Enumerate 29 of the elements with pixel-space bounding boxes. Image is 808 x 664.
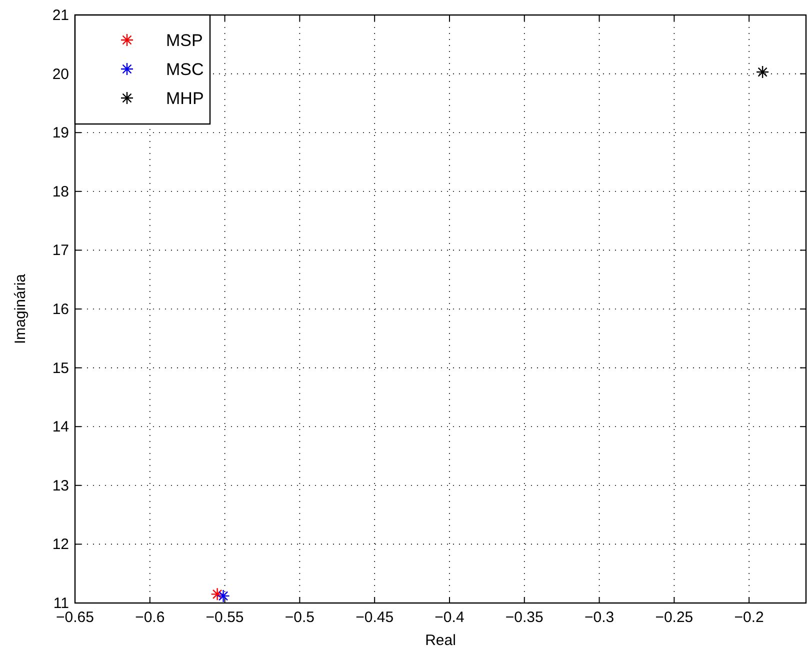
x-tick-label: −0.5: [284, 609, 315, 626]
x-tick-label: −0.6: [135, 609, 165, 626]
x-tick-label: −0.2: [734, 609, 764, 626]
point: [756, 65, 770, 79]
legend-label: MSP: [166, 31, 203, 50]
point: [210, 588, 224, 601]
y-tick-label: 11: [53, 595, 69, 612]
x-tick-label: −0.4: [434, 609, 464, 626]
point: [216, 589, 230, 603]
x-tick-label: −0.65: [56, 609, 94, 626]
y-tick-label: 13: [52, 477, 69, 494]
legend-label: MSC: [166, 60, 204, 79]
y-tick-label: 14: [52, 418, 69, 436]
x-axis-title: Real: [425, 632, 456, 649]
x-tick-label: −0.35: [505, 609, 544, 626]
x-tick-label: −0.45: [356, 609, 394, 626]
y-tick-label: 20: [52, 66, 69, 83]
y-tick-label: 18: [52, 183, 69, 200]
x-tick-label: −0.3: [584, 609, 614, 626]
y-tick-label: 21: [52, 7, 69, 24]
y-tick-label: 15: [52, 360, 69, 377]
y-axis-title: Imaginária: [12, 273, 29, 344]
y-tick-label: 19: [52, 124, 69, 142]
y-tick-label: 17: [52, 242, 69, 260]
legend-label: MHP: [166, 89, 204, 108]
y-tick-label: 16: [52, 301, 69, 318]
x-tick-label: −0.25: [655, 609, 694, 626]
x-tick-label: −0.55: [206, 609, 244, 626]
y-tick-label: 12: [52, 536, 69, 554]
